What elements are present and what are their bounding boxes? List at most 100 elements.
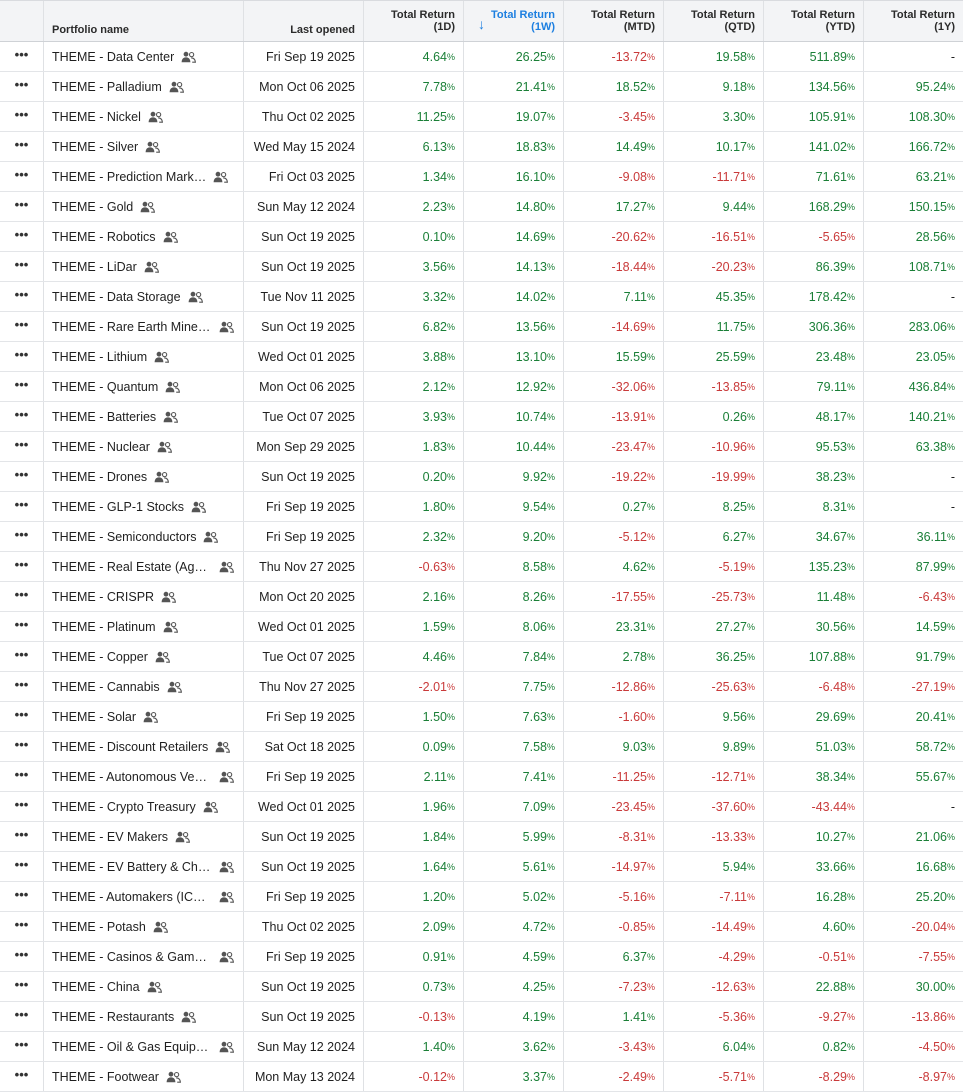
portfolio-name-cell[interactable]: THEME - Data Center [44, 42, 244, 71]
portfolio-name[interactable]: THEME - Drones [52, 469, 148, 484]
table-row[interactable]: ••• THEME - LiDar Sun Oct 19 2025 3.56% … [0, 252, 963, 282]
table-row[interactable]: ••• THEME - Autonomous Veh… Fri Sep 19 2… [0, 762, 963, 792]
more-actions-icon[interactable]: ••• [14, 886, 29, 902]
portfolio-name-cell[interactable]: THEME - Footwear [44, 1062, 244, 1091]
portfolio-name[interactable]: THEME - Semiconductors [52, 529, 197, 544]
portfolio-name[interactable]: THEME - Data Storage [52, 289, 181, 304]
header-return-1w[interactable]: ↓ Total Return (1W) [464, 1, 564, 41]
portfolio-name-cell[interactable]: THEME - Nuclear [44, 432, 244, 461]
portfolio-name-cell[interactable]: THEME - Oil & Gas Equipm… [44, 1032, 244, 1061]
portfolio-name-cell[interactable]: THEME - EV Makers [44, 822, 244, 851]
portfolio-name[interactable]: THEME - LiDar [52, 259, 137, 274]
portfolio-name-cell[interactable]: THEME - Gold [44, 192, 244, 221]
portfolio-name-cell[interactable]: THEME - Rare Earth Miner… [44, 312, 244, 341]
portfolio-name-cell[interactable]: THEME - Discount Retailers [44, 732, 244, 761]
more-actions-icon[interactable]: ••• [14, 796, 29, 812]
table-row[interactable]: ••• THEME - Discount Retailers Sat Oct 1… [0, 732, 963, 762]
portfolio-name-cell[interactable]: THEME - Prediction Mark… [44, 162, 244, 191]
more-actions-icon[interactable]: ••• [14, 436, 29, 452]
more-actions-icon[interactable]: ••• [14, 106, 29, 122]
more-actions-icon[interactable]: ••• [14, 676, 29, 692]
more-actions-icon[interactable]: ••• [14, 526, 29, 542]
table-row[interactable]: ••• THEME - Platinum Wed Oct 01 2025 1.5… [0, 612, 963, 642]
more-actions-icon[interactable]: ••• [14, 496, 29, 512]
header-return-mtd[interactable]: Total Return (MTD) [564, 1, 664, 41]
more-actions-icon[interactable]: ••• [14, 736, 29, 752]
more-actions-icon[interactable]: ••• [14, 466, 29, 482]
more-actions-icon[interactable]: ••• [14, 406, 29, 422]
portfolio-name[interactable]: THEME - GLP-1 Stocks [52, 499, 184, 514]
portfolio-name-cell[interactable]: THEME - Potash [44, 912, 244, 941]
portfolio-name[interactable]: THEME - Casinos & Gambl… [52, 949, 212, 964]
table-row[interactable]: ••• THEME - GLP-1 Stocks Fri Sep 19 2025… [0, 492, 963, 522]
portfolio-name[interactable]: THEME - Cannabis [52, 679, 160, 694]
portfolio-name[interactable]: THEME - Oil & Gas Equipm… [52, 1039, 212, 1054]
table-row[interactable]: ••• THEME - Nickel Thu Oct 02 2025 11.25… [0, 102, 963, 132]
more-actions-icon[interactable]: ••• [14, 556, 29, 572]
portfolio-name[interactable]: THEME - Real Estate (Age… [52, 559, 212, 574]
table-row[interactable]: ••• THEME - Cannabis Thu Nov 27 2025 -2.… [0, 672, 963, 702]
more-actions-icon[interactable]: ••• [14, 46, 29, 62]
more-actions-icon[interactable]: ••• [14, 826, 29, 842]
portfolio-name[interactable]: THEME - Lithium [52, 349, 148, 364]
table-row[interactable]: ••• THEME - Prediction Mark… Fri Oct 03 … [0, 162, 963, 192]
table-row[interactable]: ••• THEME - Casinos & Gambl… Fri Sep 19 … [0, 942, 963, 972]
more-actions-icon[interactable]: ••• [14, 766, 29, 782]
portfolio-name-cell[interactable]: THEME - GLP-1 Stocks [44, 492, 244, 521]
portfolio-name[interactable]: THEME - Platinum [52, 619, 156, 634]
more-actions-icon[interactable]: ••• [14, 856, 29, 872]
portfolio-name-cell[interactable]: THEME - Robotics [44, 222, 244, 251]
portfolio-name[interactable]: THEME - Data Center [52, 49, 175, 64]
portfolio-name[interactable]: THEME - Rare Earth Miner… [52, 319, 212, 334]
portfolio-name[interactable]: THEME - Potash [52, 919, 146, 934]
more-actions-icon[interactable]: ••• [14, 1036, 29, 1052]
portfolio-name-cell[interactable]: THEME - CRISPR [44, 582, 244, 611]
header-last-opened[interactable]: Last opened [244, 1, 364, 41]
more-actions-icon[interactable]: ••• [14, 226, 29, 242]
portfolio-name-cell[interactable]: THEME - Quantum [44, 372, 244, 401]
portfolio-name-cell[interactable]: THEME - Real Estate (Age… [44, 552, 244, 581]
portfolio-name-cell[interactable]: THEME - China [44, 972, 244, 1001]
portfolio-name-cell[interactable]: THEME - Data Storage [44, 282, 244, 311]
table-row[interactable]: ••• THEME - EV Battery & Cha… Sun Oct 19… [0, 852, 963, 882]
table-row[interactable]: ••• THEME - Oil & Gas Equipm… Sun May 12… [0, 1032, 963, 1062]
portfolio-name[interactable]: THEME - Copper [52, 649, 148, 664]
more-actions-icon[interactable]: ••• [14, 136, 29, 152]
more-actions-icon[interactable]: ••• [14, 976, 29, 992]
portfolio-name[interactable]: THEME - Automakers (ICE … [52, 889, 212, 904]
portfolio-name-cell[interactable]: THEME - Silver [44, 132, 244, 161]
portfolio-name[interactable]: THEME - EV Battery & Cha… [52, 859, 212, 874]
table-row[interactable]: ••• THEME - Potash Thu Oct 02 2025 2.09%… [0, 912, 963, 942]
portfolio-name[interactable]: THEME - Autonomous Veh… [52, 769, 212, 784]
portfolio-name[interactable]: THEME - Crypto Treasury [52, 799, 196, 814]
table-row[interactable]: ••• THEME - China Sun Oct 19 2025 0.73% … [0, 972, 963, 1002]
table-row[interactable]: ••• THEME - Automakers (ICE … Fri Sep 19… [0, 882, 963, 912]
table-row[interactable]: ••• THEME - EV Makers Sun Oct 19 2025 1.… [0, 822, 963, 852]
more-actions-icon[interactable]: ••• [14, 946, 29, 962]
portfolio-name[interactable]: THEME - Silver [52, 139, 139, 154]
portfolio-name-cell[interactable]: THEME - Restaurants [44, 1002, 244, 1031]
table-row[interactable]: ••• THEME - Copper Tue Oct 07 2025 4.46%… [0, 642, 963, 672]
more-actions-icon[interactable]: ••• [14, 256, 29, 272]
table-row[interactable]: ••• THEME - Batteries Tue Oct 07 2025 3.… [0, 402, 963, 432]
more-actions-icon[interactable]: ••• [14, 1066, 29, 1082]
table-row[interactable]: ••• THEME - Gold Sun May 12 2024 2.23% 1… [0, 192, 963, 222]
header-return-ytd[interactable]: Total Return (YTD) [764, 1, 864, 41]
portfolio-name-cell[interactable]: THEME - Copper [44, 642, 244, 671]
portfolio-name-cell[interactable]: THEME - Batteries [44, 402, 244, 431]
more-actions-icon[interactable]: ••• [14, 1006, 29, 1022]
table-row[interactable]: ••• THEME - Lithium Wed Oct 01 2025 3.88… [0, 342, 963, 372]
portfolio-name-cell[interactable]: THEME - Automakers (ICE … [44, 882, 244, 911]
table-row[interactable]: ••• THEME - Crypto Treasury Wed Oct 01 2… [0, 792, 963, 822]
more-actions-icon[interactable]: ••• [14, 76, 29, 92]
portfolio-name-cell[interactable]: THEME - Casinos & Gambl… [44, 942, 244, 971]
more-actions-icon[interactable]: ••• [14, 316, 29, 332]
portfolio-name[interactable]: THEME - Discount Retailers [52, 739, 209, 754]
table-row[interactable]: ••• THEME - CRISPR Mon Oct 20 2025 2.16%… [0, 582, 963, 612]
portfolio-name[interactable]: THEME - Quantum [52, 379, 159, 394]
header-return-qtd[interactable]: Total Return (QTD) [664, 1, 764, 41]
table-row[interactable]: ••• THEME - Palladium Mon Oct 06 2025 7.… [0, 72, 963, 102]
more-actions-icon[interactable]: ••• [14, 706, 29, 722]
more-actions-icon[interactable]: ••• [14, 166, 29, 182]
portfolio-name[interactable]: THEME - Nickel [52, 109, 141, 124]
